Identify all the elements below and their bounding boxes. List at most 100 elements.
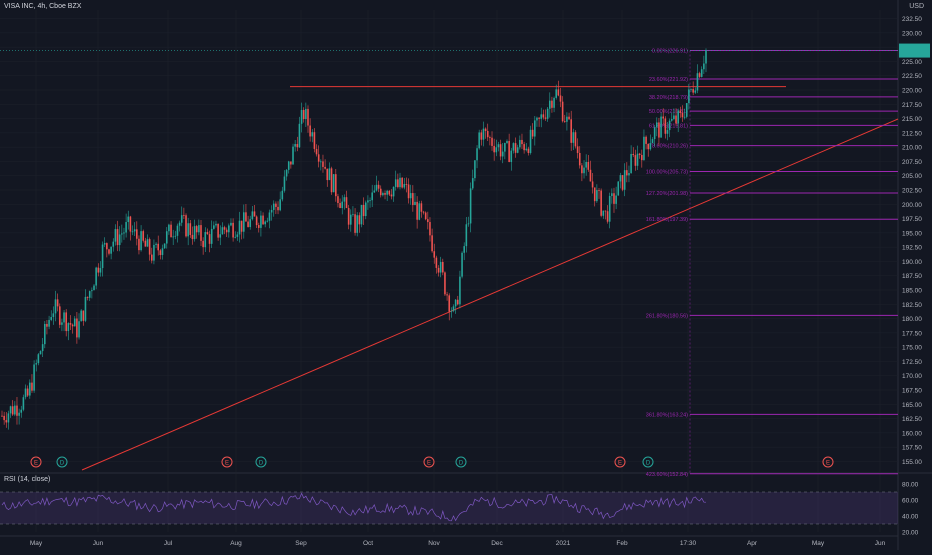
- candle: [628, 165, 630, 183]
- candle-body: [343, 197, 346, 202]
- candle: [349, 209, 352, 232]
- candle: [437, 265, 440, 277]
- candle-body: [563, 121, 566, 123]
- candle-body: [324, 166, 326, 169]
- candle-body: [501, 151, 504, 157]
- candle-body: [664, 118, 667, 134]
- candle: [666, 122, 669, 141]
- candle: [146, 234, 149, 247]
- candle: [247, 215, 249, 228]
- candle-body: [626, 170, 628, 176]
- candle: [180, 206, 183, 227]
- candle: [320, 159, 322, 171]
- candle-body: [136, 229, 138, 239]
- candle: [155, 242, 157, 249]
- candle-body: [7, 413, 10, 423]
- candle: [168, 223, 170, 235]
- candle: [409, 184, 412, 205]
- candle: [448, 293, 451, 321]
- candle-body: [215, 223, 217, 226]
- candle-body: [219, 234, 222, 238]
- candle-body: [300, 109, 303, 124]
- candle: [429, 217, 431, 242]
- candle-body: [420, 203, 423, 212]
- candle: [193, 219, 196, 242]
- price-tick-label: 222.50: [902, 73, 922, 80]
- price-tick-label: 157.50: [902, 445, 922, 452]
- candle-body: [230, 222, 232, 226]
- price-tick-label: 185.00: [902, 288, 922, 295]
- candle-body: [683, 116, 686, 118]
- candle-body: [198, 225, 200, 233]
- fib-label: 23.60%(221.92): [649, 77, 688, 83]
- candle: [230, 218, 232, 227]
- candle-body: [272, 203, 275, 210]
- candle-body: [67, 323, 70, 332]
- candle: [114, 224, 117, 246]
- candle: [206, 228, 209, 235]
- candle-body: [662, 116, 665, 119]
- candle-body: [257, 225, 260, 228]
- candle: [313, 128, 316, 153]
- fib-label: 261.80%(180.56): [646, 313, 688, 319]
- candle: [561, 96, 564, 123]
- candle-body: [688, 89, 690, 104]
- fib-level: 23.60%(221.92): [649, 77, 898, 83]
- candle-body: [572, 132, 575, 143]
- candle: [673, 108, 675, 121]
- candle-body: [191, 234, 194, 240]
- candle: [97, 263, 100, 277]
- price-tick-label: 180.00: [902, 316, 922, 323]
- candle-body: [439, 261, 442, 273]
- candle-body: [373, 190, 376, 193]
- candle: [324, 159, 326, 170]
- candle: [489, 135, 491, 146]
- candle: [508, 133, 510, 163]
- candle-body: [519, 139, 521, 148]
- candle: [125, 213, 127, 238]
- candle-body: [551, 100, 553, 108]
- candle: [255, 215, 258, 229]
- candle: [82, 310, 85, 326]
- candle: [185, 213, 187, 238]
- candle: [116, 220, 119, 252]
- candle-body: [110, 246, 112, 254]
- candle-body: [623, 170, 626, 190]
- candle: [583, 160, 585, 179]
- candle: [506, 139, 508, 145]
- candle: [127, 210, 130, 230]
- candle-body: [467, 223, 470, 225]
- candle-body: [313, 132, 316, 149]
- event-marker-letter: E: [427, 461, 431, 467]
- candle-body: [307, 108, 309, 126]
- candle: [67, 322, 70, 341]
- candle-body: [317, 154, 320, 162]
- candle: [546, 106, 549, 122]
- candle: [416, 196, 418, 229]
- candle: [514, 137, 517, 158]
- candle: [103, 237, 106, 247]
- candle-body: [200, 225, 202, 241]
- candle-body: [78, 321, 80, 338]
- candle: [35, 359, 38, 372]
- candle-body: [493, 145, 495, 153]
- candle-body: [249, 219, 252, 227]
- price-tick-label: 162.50: [902, 416, 922, 423]
- candle-body: [360, 204, 363, 225]
- candle-body: [99, 268, 102, 273]
- candle: [480, 129, 483, 146]
- fib-level: 261.80%(180.56): [646, 313, 898, 319]
- candle: [195, 224, 198, 239]
- candle-body: [685, 103, 688, 117]
- candle: [277, 201, 279, 215]
- candle-body: [574, 132, 577, 147]
- candle: [591, 172, 594, 194]
- candle: [108, 248, 110, 256]
- candle: [191, 226, 194, 245]
- candle: [272, 200, 275, 217]
- candle: [578, 146, 581, 169]
- candle: [454, 298, 457, 314]
- candle: [153, 239, 155, 265]
